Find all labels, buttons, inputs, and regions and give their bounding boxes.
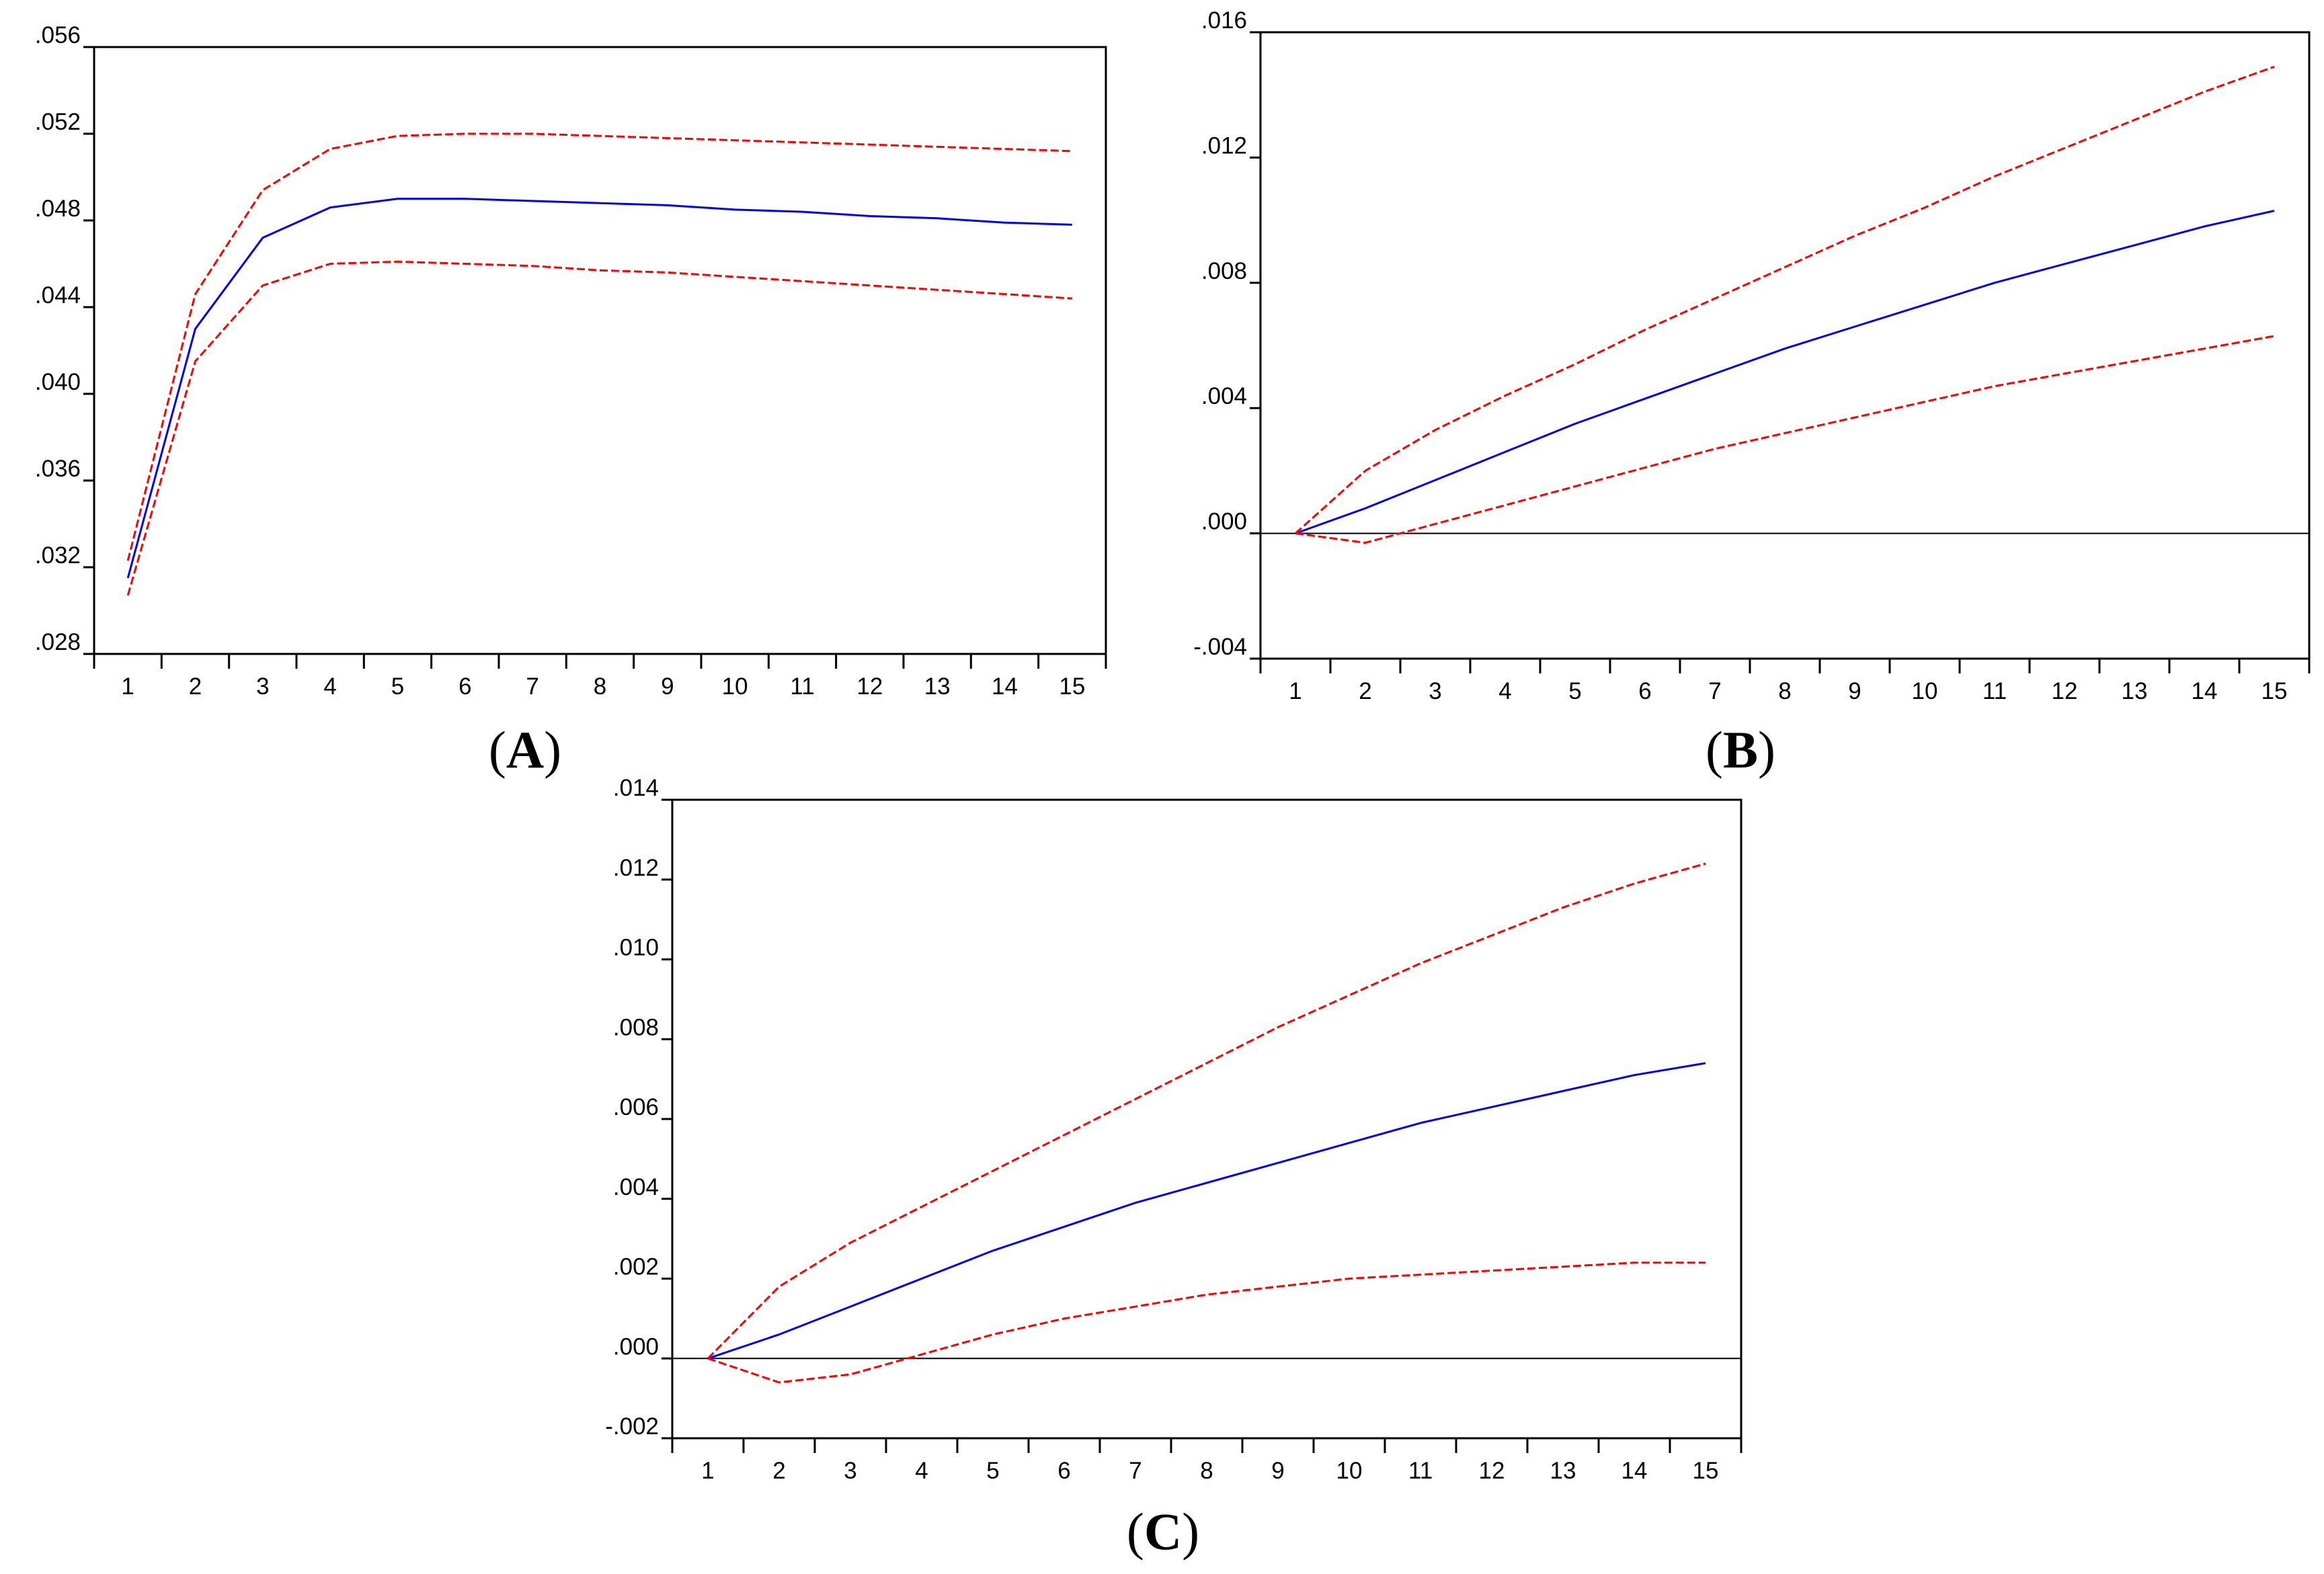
panel-b-xtick-label: 15 — [2261, 678, 2288, 704]
panel-c-xtick-label: 5 — [986, 1458, 999, 1484]
panel-b-xtick-label: 2 — [1359, 678, 1371, 704]
panel-c-ytick-label: .002 — [613, 1254, 659, 1280]
panel-b-xtick-label: 7 — [1708, 678, 1721, 704]
panel-a-caption: (A) — [489, 720, 561, 779]
panel-c-lower-line — [707, 1261, 1706, 1384]
panel-b-ytick-label: .008 — [1201, 258, 1247, 284]
panel-a-ytick-label: .040 — [35, 369, 81, 395]
panel-c-ytick-label: -.002 — [605, 1413, 659, 1440]
panel-a-response-line — [126, 198, 1072, 579]
panel-b-ytick-label: .012 — [1201, 132, 1247, 159]
panel-c-ytick-label: .006 — [613, 1094, 659, 1120]
panel-c-xtick-label: 14 — [1621, 1458, 1648, 1484]
panel-b-xtick-label: 14 — [2192, 678, 2218, 704]
panel-a-xtick-label: 13 — [924, 673, 951, 700]
panel-a-xtick-label: 4 — [323, 673, 336, 700]
panel-b-xtick-label: 4 — [1498, 678, 1511, 704]
panel-c-xtick-label: 7 — [1129, 1458, 1141, 1484]
panel-b-ytick-label: .000 — [1201, 509, 1247, 535]
panel-b-response-line — [1295, 210, 2275, 535]
panel-a-xtick-label: 2 — [189, 673, 202, 700]
panel-c-xtick-label: 15 — [1693, 1458, 1719, 1484]
panel-c-xtick-label: 3 — [844, 1458, 856, 1484]
panel-c-ytick-label: .004 — [613, 1174, 659, 1200]
panel-b-xtick-label: 1 — [1289, 678, 1301, 704]
panel-c-xtick-label: 2 — [772, 1458, 785, 1484]
panel-a-xtick-label: 12 — [856, 673, 883, 700]
panel-a-upper-line — [126, 132, 1072, 561]
panel-c-xtick-label: 12 — [1479, 1458, 1505, 1484]
panel-a-xtick-label: 9 — [661, 673, 674, 700]
panel-a-xtick-label: 1 — [121, 673, 134, 700]
panel-a-lower-line — [126, 260, 1072, 596]
panel-b-ytick-label: .016 — [1201, 7, 1247, 34]
panel-a-ytick-label: .036 — [35, 456, 81, 482]
panel-a-xtick-label: 11 — [790, 673, 814, 700]
panel-a-ytick-label: .032 — [35, 542, 81, 569]
panel-b-ytick-label: -.004 — [1193, 634, 1247, 660]
panel-a-xtick-label: 14 — [992, 673, 1018, 700]
panel-a-ytick-label: .056 — [35, 22, 81, 48]
panel-c-xtick-label: 13 — [1550, 1458, 1576, 1484]
panel-b-xtick-label: 12 — [2052, 678, 2078, 704]
panel-c-xtick-label: 6 — [1057, 1458, 1070, 1484]
panel-a-xtick-label: 8 — [594, 673, 606, 700]
panel-a-xtick-label: 3 — [256, 673, 269, 700]
panel-c-xtick-label: 4 — [915, 1458, 928, 1484]
panel-b-ytick-label: .004 — [1201, 383, 1247, 409]
panel-b-xtick-label: 3 — [1429, 678, 1441, 704]
panel-b-caption: (B) — [1706, 720, 1775, 779]
panel-c-xtick-label: 1 — [701, 1458, 714, 1484]
panel-c-xtick-label: 11 — [1408, 1458, 1433, 1484]
panel-a-frame — [93, 46, 1107, 655]
panel-b-xtick-label: 6 — [1638, 678, 1651, 704]
panel-a-xtick-label: 10 — [722, 673, 748, 700]
panel-a-xtick-label: 15 — [1059, 673, 1085, 700]
panel-a-caption-letter: A — [506, 720, 544, 779]
panel-c-xtick-label: 10 — [1336, 1458, 1363, 1484]
panel-b-xtick-label: 13 — [2122, 678, 2148, 704]
panel-c-upper-line — [707, 862, 1706, 1360]
panel-b-xtick-label: 11 — [1982, 678, 2007, 704]
panel-c-xtick-label: 9 — [1271, 1458, 1284, 1484]
panel-c-caption-letter: C — [1144, 1502, 1182, 1561]
panel-b-xtick-label: 9 — [1848, 678, 1861, 704]
panel-b-frame — [1259, 31, 2311, 660]
panel-b-xtick-label: 8 — [1778, 678, 1791, 704]
panel-c-ytick-label: .000 — [613, 1333, 659, 1360]
panel-a-xtick-label: 7 — [526, 673, 538, 700]
panel-c-response-line — [707, 1062, 1706, 1360]
panel-a-xtick-label: 5 — [391, 673, 404, 700]
panel-a-ytick-label: .052 — [35, 109, 81, 135]
panel-c-ytick-label: .008 — [613, 1014, 659, 1040]
panel-b-lower-line — [1295, 335, 2275, 544]
panel-c-frame — [671, 798, 1742, 1440]
panel-c-xtick-label: 8 — [1200, 1458, 1213, 1484]
panel-a-ytick-label: .048 — [35, 196, 81, 222]
panel-c-caption: (C) — [1127, 1502, 1199, 1561]
panel-b-xtick-label: 5 — [1568, 678, 1581, 704]
panel-a-ytick-label: .044 — [35, 282, 81, 308]
panel-b-caption-letter: B — [1723, 720, 1758, 779]
panel-b-upper-line — [1294, 65, 2275, 534]
panel-c-ytick-label: .010 — [613, 935, 659, 961]
panel-b-xtick-label: 10 — [1912, 678, 1938, 704]
panel-c-ytick-label: .014 — [613, 775, 659, 801]
panel-c-ytick-label: .012 — [613, 855, 659, 881]
panel-a-ytick-label: .028 — [35, 629, 81, 655]
panel-a-xtick-label: 6 — [458, 673, 471, 700]
